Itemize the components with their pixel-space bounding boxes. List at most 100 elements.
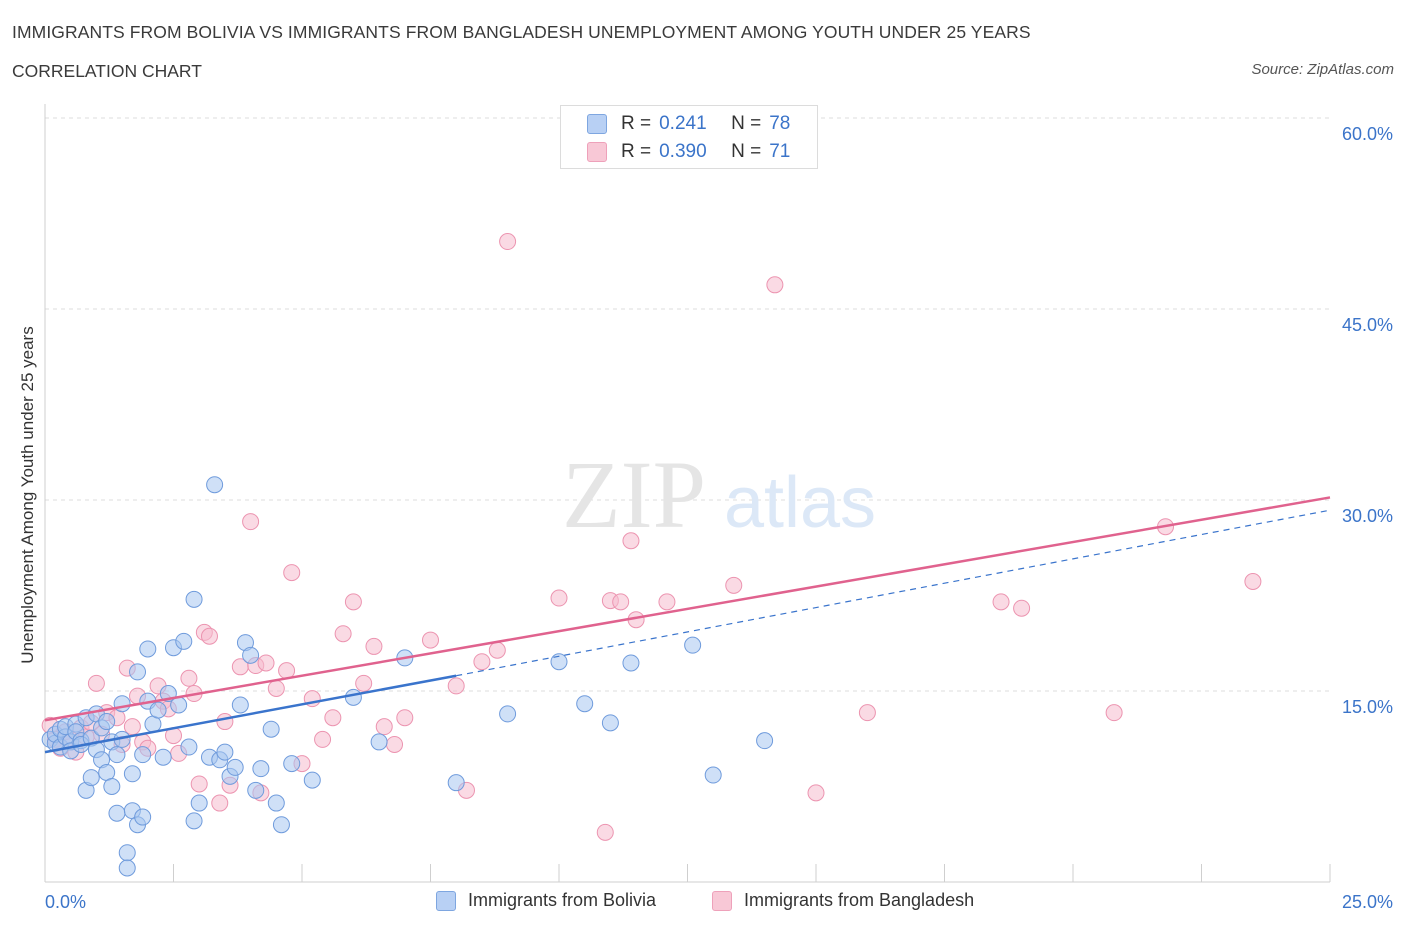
bolivia-point-76 bbox=[704, 766, 722, 784]
trend-line-bolivia-extension bbox=[456, 509, 1331, 677]
bangladesh-point-43 bbox=[324, 709, 342, 727]
bolivia-point-30 bbox=[118, 859, 136, 877]
bangladesh-point-60 bbox=[622, 532, 640, 550]
bolivia-point-75 bbox=[684, 636, 702, 654]
bangladesh-point-15 bbox=[123, 718, 141, 736]
bolivia-point-53 bbox=[216, 743, 234, 761]
x-tick-label-max: 25.0% bbox=[1342, 892, 1393, 912]
bangladesh-point-67 bbox=[992, 593, 1010, 611]
bangladesh-point-62 bbox=[658, 593, 676, 611]
trend-line-bangladesh bbox=[44, 496, 1331, 722]
bangladesh-point-57 bbox=[550, 589, 568, 607]
r-label: R = bbox=[621, 113, 652, 134]
bangladesh-legend-label: Immigrants from Bangladesh bbox=[744, 890, 975, 910]
bolivia-swatch bbox=[587, 114, 607, 134]
bangladesh-point-24 bbox=[180, 669, 198, 687]
bolivia-point-26 bbox=[108, 804, 126, 822]
y-tick-label-0: 15.0% bbox=[1342, 697, 1393, 717]
bolivia-point-49 bbox=[190, 794, 208, 812]
bolivia-point-38 bbox=[139, 640, 157, 658]
watermark-atlas: atlas bbox=[724, 463, 876, 543]
legend-item-bangladesh[interactable]: Immigrants from Bangladesh bbox=[712, 890, 974, 911]
bangladesh-point-30 bbox=[216, 713, 234, 731]
axes bbox=[44, 104, 1331, 883]
bangladesh-point-66 bbox=[858, 704, 876, 722]
bolivia-legend-label: Immigrants from Bolivia bbox=[468, 890, 657, 910]
chart-subtitle: CORRELATION CHART bbox=[12, 61, 202, 81]
bolivia-point-35 bbox=[134, 808, 152, 826]
bolivia-point-29 bbox=[118, 844, 136, 862]
bolivia-point-62 bbox=[267, 794, 285, 812]
bangladesh-point-39 bbox=[283, 564, 301, 582]
bolivia-point-25 bbox=[108, 746, 126, 764]
legend-item-bolivia[interactable]: Immigrants from Bolivia bbox=[436, 890, 656, 911]
bangladesh-point-72 bbox=[1105, 704, 1123, 722]
legend-row-bangladesh: R = 0.390 N = 71 bbox=[587, 141, 790, 163]
bangladesh-point-64 bbox=[766, 276, 784, 294]
bolivia-point-58 bbox=[242, 646, 260, 664]
bolivia-point-56 bbox=[231, 696, 249, 714]
bangladesh-point-51 bbox=[422, 631, 439, 649]
bangladesh-point-42 bbox=[314, 730, 332, 748]
bangladesh-legend-swatch bbox=[712, 890, 732, 911]
tick-labels: 15.0% 30.0% 45.0% 60.0% 0.0% 25.0% bbox=[45, 124, 1393, 912]
bolivia-point-41 bbox=[154, 748, 172, 766]
bolivia-point-60 bbox=[252, 760, 270, 778]
bolivia-point-51 bbox=[206, 476, 224, 494]
bangladesh-point-44 bbox=[334, 625, 352, 643]
bolivia-point-59 bbox=[247, 781, 265, 799]
bolivia-point-55 bbox=[226, 758, 244, 776]
bolivia-point-36 bbox=[134, 746, 152, 764]
bangladesh-point-52 bbox=[447, 677, 465, 695]
bolivia-point-74 bbox=[622, 654, 640, 672]
bangladesh-point-36 bbox=[257, 654, 275, 672]
bangladesh-point-59 bbox=[612, 593, 630, 611]
n-value: 78 bbox=[769, 113, 791, 134]
bolivia-point-40 bbox=[149, 701, 167, 719]
gridlines bbox=[45, 117, 1330, 692]
bolivia-point-44 bbox=[170, 696, 188, 714]
bolivia-point-48 bbox=[185, 812, 203, 830]
n-label: N = bbox=[731, 113, 762, 134]
bangladesh-point-33 bbox=[242, 513, 260, 531]
bangladesh-point-69 bbox=[1244, 572, 1262, 590]
bangladesh-point-65 bbox=[807, 784, 825, 802]
watermark-zip: ZIP bbox=[562, 441, 706, 548]
bolivia-point-22 bbox=[98, 713, 116, 731]
r-value: 0.390 bbox=[659, 141, 707, 162]
y-tick-label-1: 30.0% bbox=[1342, 506, 1393, 526]
bolivia-point-65 bbox=[303, 771, 321, 789]
bolivia-point-67 bbox=[370, 733, 388, 751]
bolivia-point-69 bbox=[447, 774, 465, 792]
bangladesh-point-71 bbox=[1013, 599, 1031, 617]
series-bolivia-points bbox=[41, 476, 774, 877]
y-tick-label-2: 45.0% bbox=[1342, 315, 1393, 335]
bangladesh-swatch bbox=[587, 142, 607, 162]
x-tick-label-min: 0.0% bbox=[45, 892, 86, 912]
bangladesh-point-45 bbox=[344, 593, 362, 611]
bolivia-point-31 bbox=[123, 765, 141, 783]
bangladesh-point-63 bbox=[725, 576, 743, 594]
y-axis-label: Unemployment Among Youth under 25 years bbox=[18, 326, 37, 664]
bangladesh-point-47 bbox=[365, 637, 383, 655]
bangladesh-point-37 bbox=[267, 679, 285, 697]
bolivia-point-63 bbox=[272, 816, 290, 834]
r-label: R = bbox=[621, 141, 652, 162]
bolivia-point-47 bbox=[185, 590, 203, 608]
bolivia-point-77 bbox=[756, 732, 774, 750]
bolivia-point-33 bbox=[129, 663, 147, 681]
bolivia-point-24 bbox=[103, 778, 121, 795]
chart-title: IMMIGRANTS FROM BOLIVIA VS IMMIGRANTS FR… bbox=[12, 22, 1031, 42]
n-label: N = bbox=[731, 141, 762, 162]
bangladesh-point-46 bbox=[355, 674, 373, 692]
legend-row-bolivia: R = 0.241 N = 78 bbox=[587, 113, 790, 135]
bangladesh-point-70 bbox=[596, 823, 614, 841]
bolivia-point-71 bbox=[550, 653, 568, 671]
n-value: 71 bbox=[769, 141, 791, 162]
trend-lines bbox=[44, 496, 1331, 754]
r-value: 0.241 bbox=[659, 113, 707, 134]
correlation-legend: R = 0.241 N = 78 R = 0.390 N = 71 bbox=[560, 105, 818, 169]
bangladesh-point-55 bbox=[488, 641, 506, 659]
source-credit: Source: ZipAtlas.com bbox=[1251, 61, 1394, 78]
